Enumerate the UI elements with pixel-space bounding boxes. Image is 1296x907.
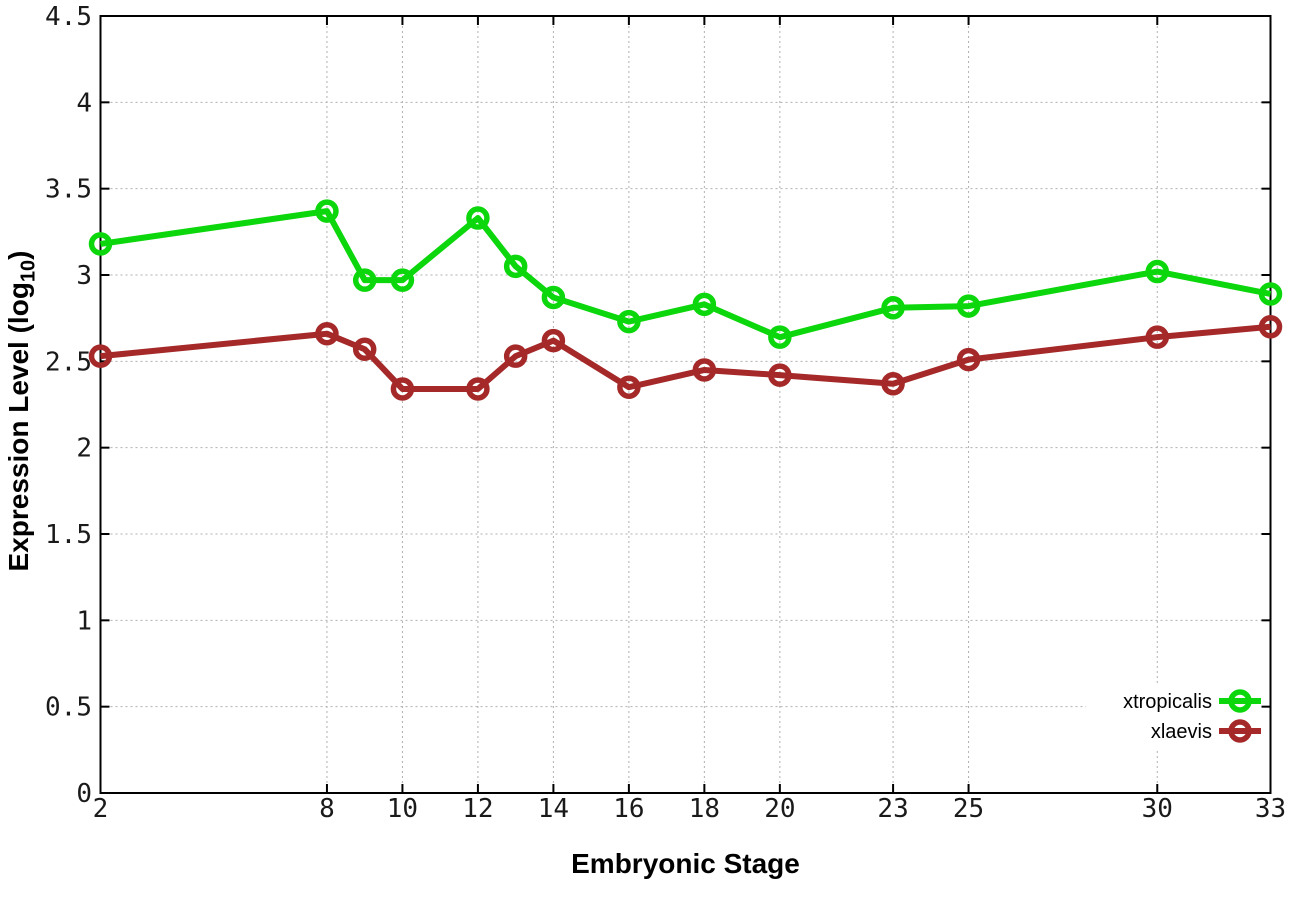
y-tick-label: 4 bbox=[76, 88, 92, 118]
data-point-xtropicalis bbox=[390, 268, 415, 292]
data-point-xlaevis bbox=[881, 372, 905, 396]
data-point-xtropicalis bbox=[768, 325, 792, 349]
data-point-xlaevis bbox=[617, 375, 641, 399]
data-point-xtropicalis bbox=[692, 292, 717, 317]
x-tick-label: 23 bbox=[877, 794, 908, 824]
x-tick-label: 12 bbox=[462, 794, 493, 824]
data-point-xlaevis bbox=[466, 377, 490, 401]
data-point-xlaevis bbox=[956, 347, 981, 372]
y-tick-label: 3.5 bbox=[45, 175, 92, 205]
legend-label: xtropicalis bbox=[1123, 691, 1212, 713]
data-point-xlaevis bbox=[692, 358, 717, 382]
data-point-xlaevis bbox=[315, 321, 339, 346]
series-line-xtropicalis bbox=[100, 208, 1272, 341]
y-tick-label: 2 bbox=[76, 434, 92, 464]
plot-border bbox=[99, 15, 1272, 794]
y-tick-label: 0.5 bbox=[45, 693, 92, 723]
y-tick-label: 3 bbox=[76, 261, 92, 291]
x-tick-label: 30 bbox=[1142, 794, 1173, 824]
x-tick-label: 16 bbox=[613, 794, 644, 824]
x-tick-label: 8 bbox=[319, 794, 335, 824]
data-point-xtropicalis bbox=[617, 309, 641, 334]
y-tick-label: 4.5 bbox=[45, 2, 92, 32]
x-tick-label: 18 bbox=[689, 794, 720, 824]
data-point-xtropicalis bbox=[541, 285, 566, 310]
data-point-xlaevis bbox=[541, 328, 566, 353]
x-tick-label: 2 bbox=[93, 794, 109, 824]
x-tick-label: 33 bbox=[1255, 794, 1286, 824]
data-point-xtropicalis bbox=[956, 294, 981, 318]
data-point-xtropicalis bbox=[503, 254, 528, 279]
x-tick-label: 14 bbox=[538, 794, 569, 824]
x-tick-label: 20 bbox=[764, 794, 795, 824]
y-tick-label: 1 bbox=[76, 606, 92, 636]
x-tick-label: 10 bbox=[387, 794, 418, 824]
x-axis-title: Embryonic Stage bbox=[571, 848, 800, 879]
y-tick-label: 0 bbox=[76, 779, 92, 809]
data-point-xlaevis bbox=[352, 337, 377, 361]
data-point-xtropicalis bbox=[352, 268, 377, 292]
y-tick-label: 1.5 bbox=[45, 520, 92, 550]
x-tick-label: 25 bbox=[953, 794, 984, 824]
data-point-xlaevis bbox=[503, 344, 528, 368]
data-point-xlaevis bbox=[768, 363, 792, 387]
data-point-xlaevis bbox=[1145, 325, 1170, 349]
legend-marker bbox=[1228, 719, 1252, 743]
legend-label: xlaevis bbox=[1151, 721, 1212, 743]
series-line-xlaevis bbox=[100, 323, 1271, 392]
data-point-xtropicalis bbox=[88, 232, 113, 256]
data-point-xtropicalis bbox=[315, 199, 339, 223]
data-point-xtropicalis bbox=[1258, 282, 1283, 306]
data-point-xlaevis bbox=[1258, 315, 1283, 339]
data-point-xlaevis bbox=[390, 377, 415, 401]
legend-marker bbox=[1228, 689, 1252, 713]
data-point-xlaevis bbox=[88, 344, 113, 368]
y-tick-label: 2.5 bbox=[45, 347, 92, 377]
data-point-xtropicalis bbox=[881, 296, 905, 320]
data-point-xtropicalis bbox=[466, 206, 490, 230]
data-point-xtropicalis bbox=[1145, 259, 1170, 284]
